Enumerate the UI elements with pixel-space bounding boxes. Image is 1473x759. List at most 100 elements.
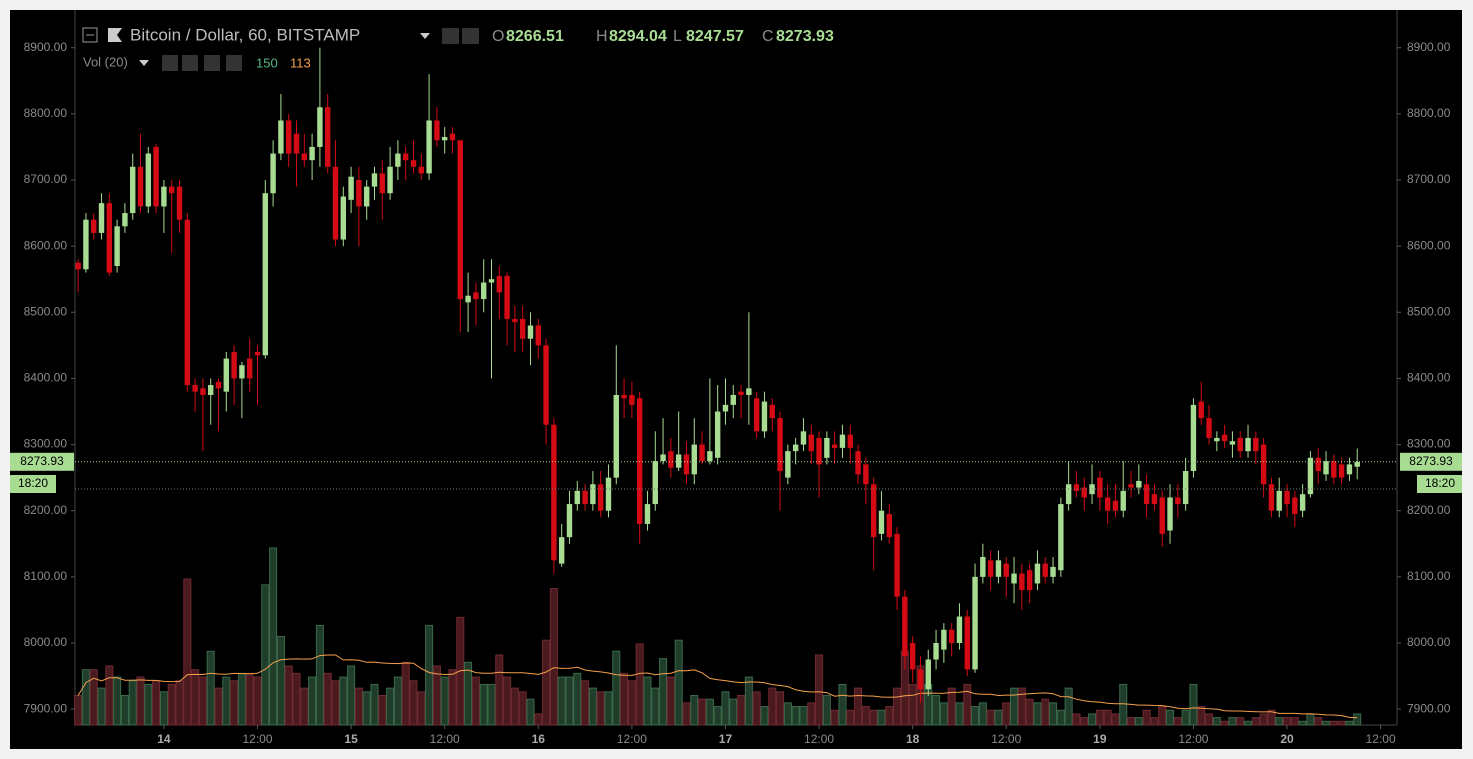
volume-title: Vol (20)	[83, 54, 128, 69]
volume-dropdown[interactable]	[139, 60, 149, 66]
candle-body	[769, 404, 775, 419]
open-value: 8266.51	[506, 28, 564, 45]
candle-body	[301, 153, 308, 161]
candle-body	[519, 318, 526, 339]
y-tick-label: 8200.00	[24, 503, 68, 517]
volume-bar	[471, 676, 480, 726]
y-tick-label: 8000.00	[24, 635, 68, 649]
symbol-dropdown[interactable]	[420, 33, 430, 39]
volume-bar	[339, 676, 348, 726]
last-price-label: 8273.93	[1409, 454, 1453, 468]
settings-button[interactable]	[462, 28, 479, 44]
candle-body	[457, 140, 463, 300]
volume-bar	[783, 702, 792, 726]
volume-bar	[1158, 706, 1167, 726]
volume-bar	[253, 676, 262, 726]
volume-bar	[510, 687, 519, 726]
candle-body	[948, 629, 955, 643]
candle-body	[1284, 490, 1290, 505]
x-tick-label: 12:00	[991, 732, 1021, 746]
volume-bar	[932, 695, 941, 726]
candle-body	[1276, 490, 1282, 511]
candle-body	[972, 576, 978, 670]
volume-bar	[705, 698, 714, 726]
volume-bar	[830, 709, 839, 726]
candle-body	[605, 477, 612, 511]
volume-bar	[822, 695, 831, 726]
candle-body	[254, 351, 261, 356]
candle-body	[176, 186, 183, 220]
candle-body	[1073, 484, 1080, 491]
plot-area	[74, 47, 1362, 726]
volume-bar	[737, 695, 746, 726]
candle-body	[106, 203, 113, 273]
volume-bar	[1353, 713, 1362, 726]
candle-body	[1331, 461, 1337, 478]
candle-body	[590, 484, 596, 505]
volume-add-button[interactable]	[204, 55, 220, 71]
candle-body	[1104, 497, 1111, 511]
volume-bar	[534, 713, 543, 726]
volume-bar	[136, 676, 145, 726]
x-tick-label: 12:00	[1366, 732, 1396, 746]
y-tick-label: 8200.00	[1407, 503, 1451, 517]
candle-body	[730, 394, 736, 405]
x-tick-label: 16	[532, 732, 546, 746]
volume-bar	[1290, 717, 1299, 726]
volume-bar	[1275, 717, 1284, 726]
x-tick-label: 12:00	[430, 732, 460, 746]
y-tick-label: 7900.00	[24, 701, 68, 715]
volume-bar	[604, 691, 613, 726]
candle-body	[1260, 444, 1267, 485]
candle-body	[286, 120, 292, 154]
x-tick-label: 14	[157, 732, 171, 746]
volume-bar	[1056, 709, 1065, 726]
candle-body	[395, 153, 401, 167]
volume-bar	[1111, 713, 1120, 726]
y-tick-label: 8700.00	[24, 172, 68, 186]
candle-body	[816, 437, 822, 465]
volume-settings-button[interactable]	[182, 55, 198, 71]
low-value: 8247.57	[686, 28, 744, 45]
volume-bar	[1298, 720, 1307, 726]
visibility-button[interactable]	[442, 28, 459, 44]
candle-body	[847, 434, 853, 448]
candle-body	[995, 560, 1002, 577]
volume-bar	[542, 639, 551, 726]
volume-bar	[245, 672, 254, 726]
volume-bar	[1025, 698, 1034, 726]
candle-body	[800, 431, 807, 445]
volume-bar	[674, 639, 683, 726]
volume-bar	[89, 669, 98, 726]
candle-body	[184, 219, 191, 386]
candle-body	[1050, 566, 1056, 577]
candle-body	[597, 484, 604, 511]
volume-bar	[596, 691, 605, 726]
volume-bar	[1337, 720, 1346, 726]
candle-body	[363, 186, 370, 207]
y-tick-label: 8900.00	[24, 40, 68, 54]
volume-bar	[815, 654, 824, 726]
candle-body	[371, 173, 378, 187]
volume-bar	[768, 687, 777, 726]
volume-bar	[432, 665, 441, 726]
volume-bar	[1236, 717, 1245, 726]
candle-body	[1214, 437, 1220, 442]
volume-visibility-button[interactable]	[162, 55, 178, 71]
candle-body	[130, 166, 136, 214]
candle-body	[613, 394, 619, 478]
candle-body	[636, 398, 643, 524]
y-tick-label: 8000.00	[1407, 635, 1451, 649]
candle-body	[1081, 487, 1087, 498]
y-tick-label: 8100.00	[1407, 569, 1451, 583]
candle-body	[582, 490, 588, 505]
volume-bar	[1345, 720, 1354, 726]
y-tick-label: 8500.00	[1407, 304, 1451, 318]
volume-bar	[1283, 717, 1292, 726]
candle-body	[886, 514, 892, 538]
volume-remove-button[interactable]	[226, 55, 242, 71]
collapse-button[interactable]	[82, 27, 98, 43]
candle-body	[527, 325, 534, 339]
candle-body	[1253, 437, 1259, 452]
candle-body	[691, 444, 697, 475]
